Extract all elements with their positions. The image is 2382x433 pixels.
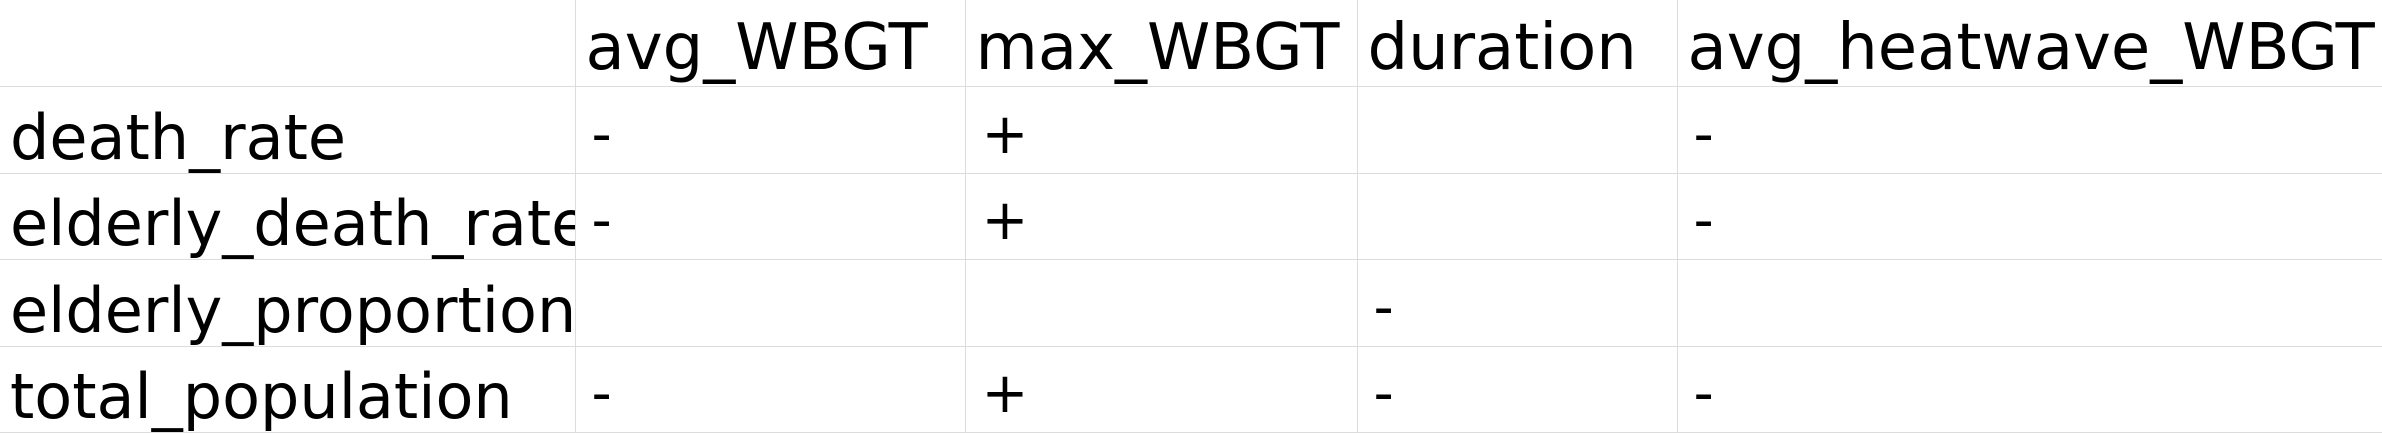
cell[interactable]: - [1677, 173, 2382, 261]
column-header-avg-wbgt[interactable]: avg_WBGT [575, 0, 966, 88]
cell[interactable]: - [1357, 259, 1678, 347]
cell[interactable] [1357, 86, 1678, 174]
cell[interactable] [1677, 259, 2382, 347]
cell[interactable]: - [575, 346, 966, 433]
cell[interactable]: - [575, 86, 966, 174]
cell[interactable]: - [1677, 346, 2382, 433]
table-row: death_rate - + - [0, 86, 2382, 174]
cell[interactable]: - [575, 173, 966, 261]
row-label-elderly-proportion[interactable]: elderly_proportion [0, 259, 576, 347]
row-label-death-rate[interactable]: death_rate [0, 86, 576, 174]
column-header-max-wbgt[interactable]: max_WBGT [965, 0, 1358, 88]
corner-cell[interactable] [0, 0, 576, 88]
cell[interactable]: - [1677, 86, 2382, 174]
table-row: elderly_proportion - [0, 259, 2382, 347]
cell[interactable]: + [965, 86, 1358, 174]
row-label-total-population[interactable]: total_population [0, 346, 576, 433]
cell[interactable]: - [1357, 346, 1678, 433]
table-row: total_population - + - - [0, 346, 2382, 433]
cell[interactable]: + [965, 346, 1358, 433]
column-header-duration[interactable]: duration [1357, 0, 1678, 88]
cell[interactable] [575, 259, 966, 347]
table-row: elderly_death_rate - + - [0, 173, 2382, 261]
header-row: avg_WBGT max_WBGT duration avg_heatwave_… [0, 0, 2382, 88]
column-header-avg-heatwave-wbgt[interactable]: avg_heatwave_WBGT [1677, 0, 2382, 88]
row-label-elderly-death-rate[interactable]: elderly_death_rate [0, 173, 576, 261]
cell[interactable]: + [965, 173, 1358, 261]
cell[interactable] [965, 259, 1358, 347]
cell[interactable] [1357, 173, 1678, 261]
